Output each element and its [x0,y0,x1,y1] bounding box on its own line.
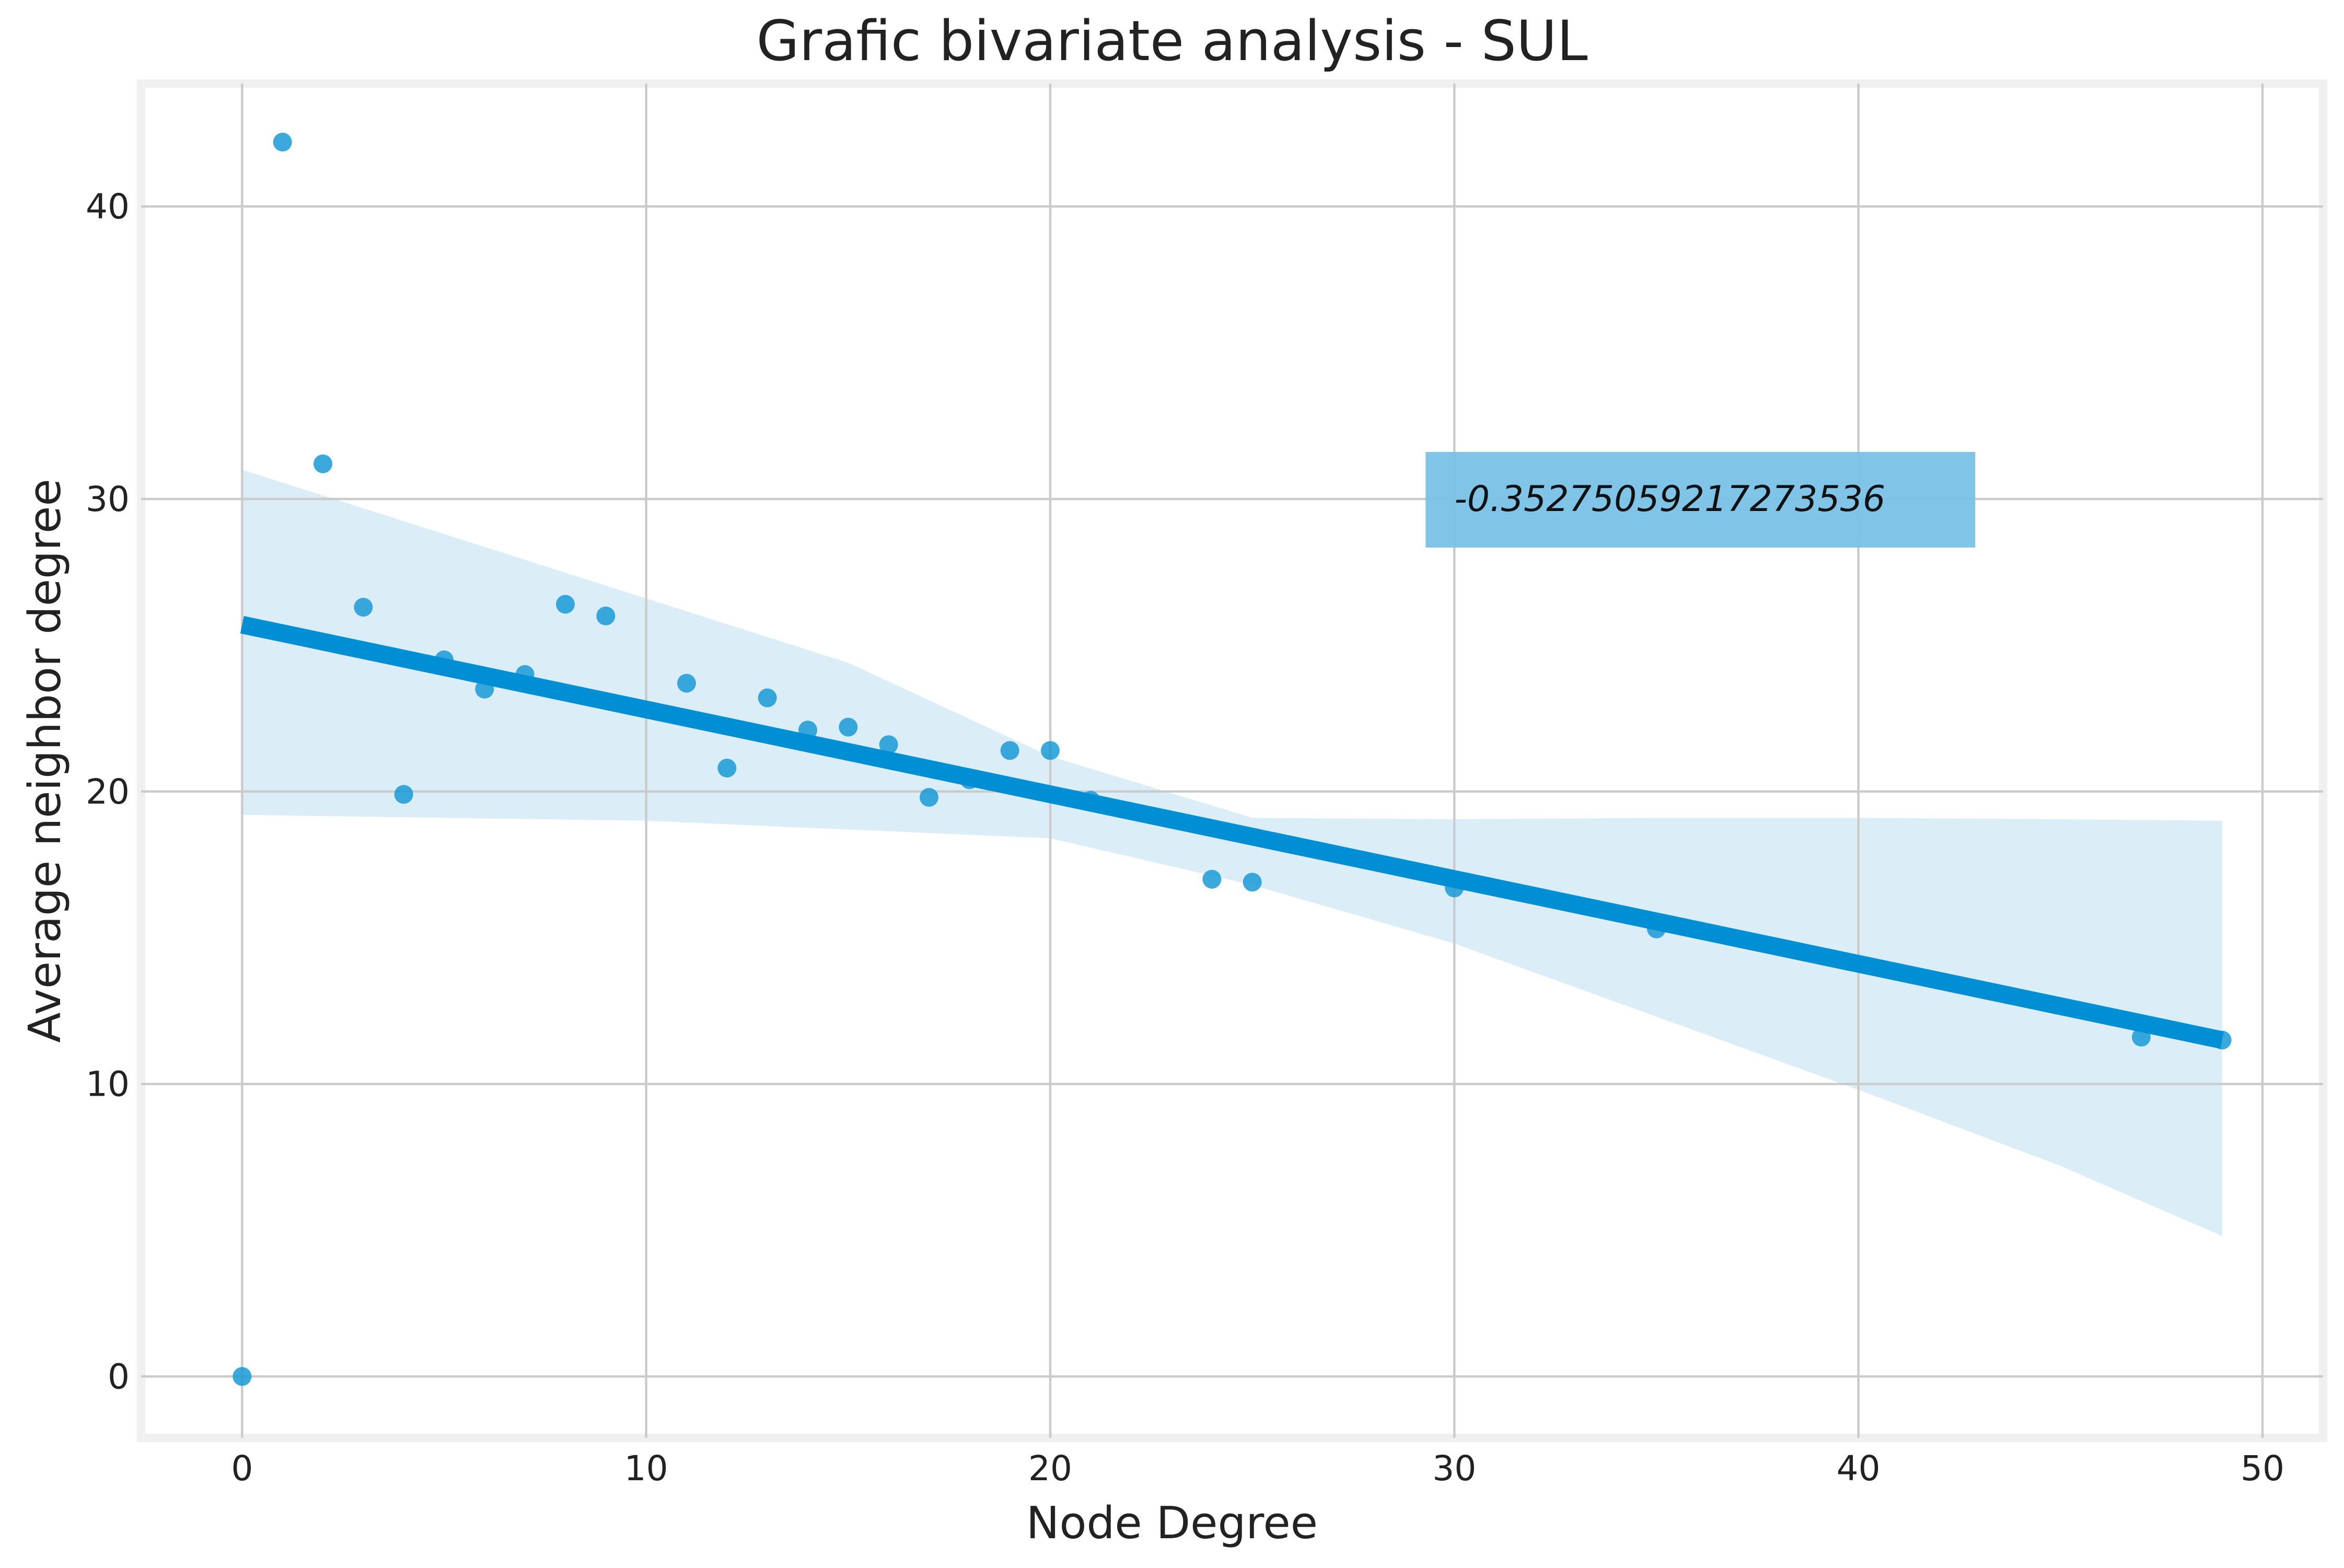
x-tick-label: 10 [624,1448,668,1489]
plot-frame [137,79,2327,1442]
data-point [677,673,696,693]
y-tick-label: 10 [86,1064,130,1105]
x-axis-label: Node Degree [1026,1497,1318,1549]
y-tick-label: 30 [86,479,130,519]
x-tick-label: 40 [1837,1448,1881,1489]
chart-title: Grafic bivariate analysis - SUL [756,9,1587,73]
regression-line [240,616,2224,1049]
x-tick-label: 0 [231,1448,253,1489]
x-tick-label: 50 [2241,1448,2284,1489]
data-point [1202,869,1222,889]
confidence-band [242,470,2222,1236]
annotation-box [1425,451,1976,548]
data-point [920,787,938,807]
data-point [273,132,292,152]
annotation-text: -0.35275059217273536 [1454,479,1885,520]
y-tick-label: 0 [108,1356,130,1397]
y-tick-label: 20 [86,772,130,812]
data-point [1041,741,1060,760]
y-axis-label: Average neighbor degree [19,479,71,1042]
data-point [596,606,616,625]
data-point [1000,741,1019,760]
data-point [233,1367,252,1386]
y-tick-label: 40 [86,187,130,227]
data-point [1243,873,1262,892]
data-point [879,735,898,754]
data-point [556,595,575,614]
x-tick-label: 30 [1432,1448,1476,1489]
x-tick-label: 20 [1028,1448,1072,1489]
data-point [354,598,373,617]
data-point [394,785,413,804]
data-point [758,688,777,707]
data-point [314,454,332,473]
data-point [839,717,858,737]
data-point [717,758,737,777]
